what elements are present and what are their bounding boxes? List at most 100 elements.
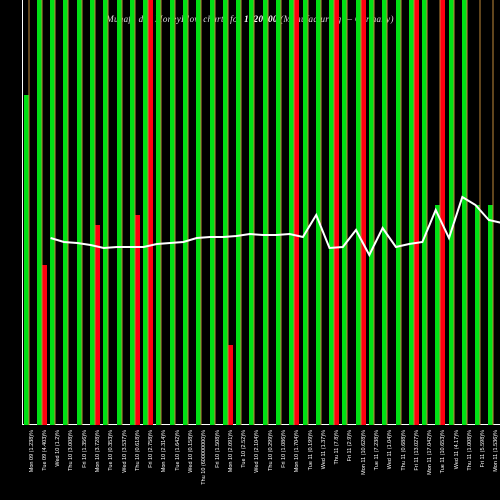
x-label-text: Fri 11 (13.027)% xyxy=(414,430,420,471)
bar-group xyxy=(381,0,394,425)
bar-wick xyxy=(280,0,281,425)
bar-wick xyxy=(320,0,321,425)
x-axis-labels: Mon 09 (1.238)%Tue 09 (4.403)%Wed 10 (1.… xyxy=(22,430,500,500)
x-label-text: Tue 11 (10.653)% xyxy=(440,430,446,473)
bar-group xyxy=(487,0,500,425)
bar-wick xyxy=(55,0,56,425)
bar-group xyxy=(354,0,367,425)
bar-wick xyxy=(41,0,42,425)
x-label-text: Mon 11 (1.536)% xyxy=(493,430,499,472)
bar-red xyxy=(228,345,233,425)
bar-wick xyxy=(493,0,494,425)
x-label: Mon 10 (2.314)% xyxy=(155,430,168,500)
x-label: Wed 11 (4.17)% xyxy=(447,430,460,500)
bar-wick xyxy=(373,0,374,425)
x-label-text: Mon 09 (1.238)% xyxy=(29,430,35,472)
bar-group xyxy=(115,0,128,425)
x-label: Fri 10 (2.758)% xyxy=(142,430,155,500)
bar-wick xyxy=(161,0,162,425)
x-label: Fri 10 (1.508)% xyxy=(208,430,221,500)
bar-group xyxy=(248,0,261,425)
bar-group xyxy=(341,0,354,425)
bar-wick xyxy=(148,0,149,425)
bar-group xyxy=(474,0,487,425)
x-label-text: Mon 11 (10.628)% xyxy=(361,430,367,475)
x-label-text: Wed 11 (1.37)% xyxy=(321,430,327,469)
bar-group xyxy=(168,0,181,425)
bar-red xyxy=(135,215,140,425)
bar-red xyxy=(440,0,445,425)
bar-wick xyxy=(453,0,454,425)
bar-group xyxy=(195,0,208,425)
x-label: Thu 10 (600000000)% xyxy=(195,430,208,500)
bar-wick xyxy=(241,0,242,425)
x-label-text: Tue 11 (7.238)% xyxy=(374,430,380,470)
x-label: Tue 11 (10.653)% xyxy=(434,430,447,500)
bar-wick xyxy=(188,0,189,425)
bar-group xyxy=(261,0,274,425)
bar-red xyxy=(42,265,47,425)
x-label: Tue 11 (0.199)% xyxy=(301,430,314,500)
x-label-text: Mon 10 (3.728)% xyxy=(95,430,101,472)
bar-group xyxy=(88,0,101,425)
bar-wick xyxy=(28,0,29,425)
x-label: Mon 10 (1.704)% xyxy=(288,430,301,500)
x-label-text: Fri 10 (1.086)% xyxy=(281,430,287,468)
bar-wick xyxy=(95,0,96,425)
bar-group xyxy=(75,0,88,425)
bar-group xyxy=(460,0,473,425)
x-label: Thu 10 (0.618)% xyxy=(128,430,141,500)
bar-red xyxy=(95,225,100,425)
x-label-text: Mon 10 (1.704)% xyxy=(294,430,300,472)
bar-group xyxy=(22,0,35,425)
bar-group xyxy=(155,0,168,425)
chart-container: Munafa day MoneyFlow charts for 1920100 … xyxy=(0,0,500,500)
x-label-text: Thu 10 (3.008)% xyxy=(68,430,74,471)
x-label: Mon 11 (17.042)% xyxy=(420,430,433,500)
x-label: Fri 11 (13.027)% xyxy=(407,430,420,500)
x-label-text: Wed 10 (1.2)% xyxy=(55,430,61,467)
bar-wick xyxy=(214,0,215,425)
bar-group xyxy=(62,0,75,425)
x-label: Thu 11 (1.008)% xyxy=(460,430,473,500)
x-label-text: Fri 11 (2.9)% xyxy=(347,430,353,461)
bar-group xyxy=(49,0,62,425)
bar-wick xyxy=(267,0,268,425)
bar-wick xyxy=(466,0,467,425)
x-label-text: Tue 10 (0.353)% xyxy=(108,430,114,471)
bar-group xyxy=(327,0,340,425)
bar-group xyxy=(301,0,314,425)
bar-wick xyxy=(68,0,69,425)
x-label: Tue 10 (0.353)% xyxy=(102,430,115,500)
bar-group xyxy=(420,0,433,425)
x-label: Wed 11 (1.37)% xyxy=(314,430,327,500)
bar-group xyxy=(235,0,248,425)
x-label-text: Mon 10 (2.314)% xyxy=(161,430,167,472)
bar-red xyxy=(334,0,339,425)
x-label-text: Thu 10 (600000000)% xyxy=(201,430,207,485)
bar-wick xyxy=(387,0,388,425)
bar-wick xyxy=(427,0,428,425)
bar-group xyxy=(128,0,141,425)
bar-group xyxy=(274,0,287,425)
x-label: Mon 11 (10.628)% xyxy=(354,430,367,500)
bar-wick xyxy=(480,0,481,425)
bar-wick xyxy=(134,0,135,425)
x-label-text: Wed 10 (0.158)% xyxy=(188,430,194,473)
x-label-text: Mon 11 (17.042)% xyxy=(427,430,433,475)
x-label: Mon 10 (2.091)% xyxy=(221,430,234,500)
bar-group xyxy=(35,0,48,425)
bar-red xyxy=(361,0,366,425)
x-label-text: Wed 10 (2.104)% xyxy=(254,430,260,473)
bar-red xyxy=(414,0,419,425)
x-label: Thu 11 (7.8)% xyxy=(327,430,340,500)
x-label-text: Thu 10 (0.299)% xyxy=(268,430,274,471)
bar-wick xyxy=(347,0,348,425)
bar-wick xyxy=(440,0,441,425)
x-label-text: Fri 10 (2.758)% xyxy=(148,430,154,468)
bar-wick xyxy=(227,0,228,425)
bar-wick xyxy=(413,0,414,425)
plot-area xyxy=(22,0,500,425)
x-label-text: Wed 11 (1.04)% xyxy=(387,430,393,469)
x-label-text: Tue 10 (2.52)% xyxy=(241,430,247,468)
